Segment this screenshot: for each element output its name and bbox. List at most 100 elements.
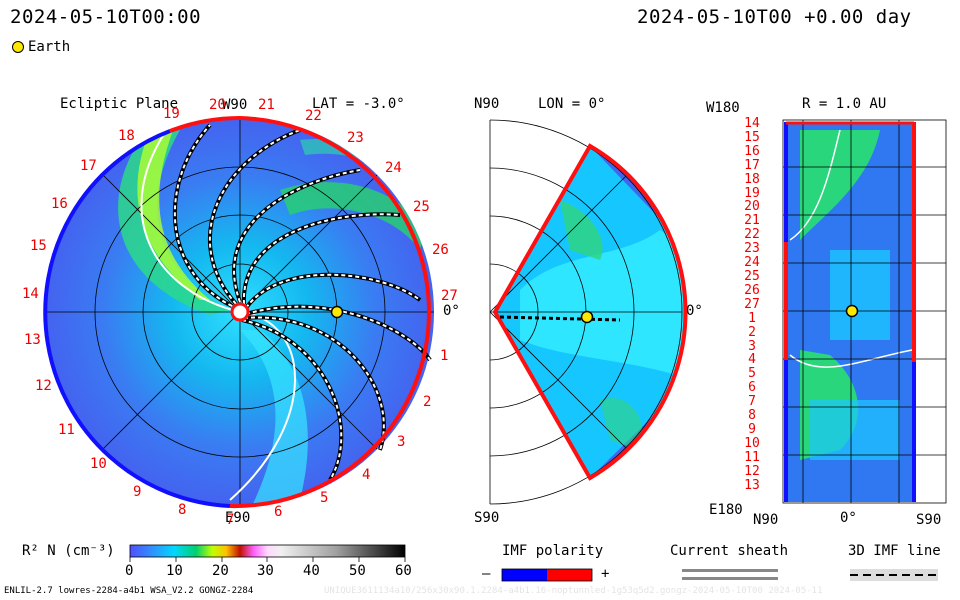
carrington-label: 6 xyxy=(274,504,283,520)
synoptic-row-label: 3 xyxy=(748,338,756,354)
synoptic-row-label: 14 xyxy=(744,116,760,131)
synoptic-row-label: 23 xyxy=(744,241,760,257)
colorbar-tick: 0 xyxy=(125,563,134,579)
carrington-label: 24 xyxy=(385,160,402,176)
synoptic-row-label: 10 xyxy=(744,435,760,451)
imf-plus-label: + xyxy=(601,566,610,582)
synoptic-row-label: 24 xyxy=(744,255,760,271)
carrington-label: 21 xyxy=(258,97,275,113)
imf-positive-swatch xyxy=(547,569,592,581)
synoptic-row-labels: 14 15 16 17 18 19 20 21 22 23 24 25 26 27 1 2 3 4 5 6 7 8 9 10 1… xyxy=(722,117,782,492)
timestamp-right: 2024-05-10T00 +0.00 day xyxy=(637,6,912,28)
synoptic-row-label: 17 xyxy=(744,157,760,173)
earth-marker-meridional xyxy=(580,310,594,324)
earth-icon xyxy=(12,41,24,53)
ecliptic-top-label: W90 xyxy=(222,97,248,113)
colorbar-tick: 30 xyxy=(257,563,274,579)
synoptic-row-label: 20 xyxy=(744,199,760,215)
earth-marker-ecliptic xyxy=(330,305,344,319)
timestamp-left: 2024-05-10T00:00 xyxy=(10,6,202,28)
carrington-label: 14 xyxy=(22,286,39,302)
synoptic-r-label: R = 1.0 AU xyxy=(802,96,887,112)
imf-polarity-label: IMF polarity xyxy=(502,543,604,559)
colorbar-tick: 60 xyxy=(395,563,412,579)
carrington-label: 25 xyxy=(413,199,430,215)
imf-line-swatch xyxy=(850,569,938,581)
synoptic-row-label: 2 xyxy=(748,324,756,340)
current-sheath-label: Current sheath xyxy=(670,543,789,559)
carrington-label: 15 xyxy=(30,238,47,254)
synoptic-row-label: 11 xyxy=(744,449,760,465)
ecliptic-bottom-label: E90 xyxy=(225,510,251,526)
footer-right: UNIQUE3611134a10/256x30x90.1.2284-a4b1.1… xyxy=(324,586,823,596)
carrington-label: 27 xyxy=(441,288,458,304)
current-sheath-swatch xyxy=(682,569,778,580)
synoptic-x-right: S90 xyxy=(916,512,942,528)
carrington-label: 26 xyxy=(432,242,449,258)
carrington-label: 20 xyxy=(209,97,226,113)
synoptic-row-label: 16 xyxy=(744,143,760,159)
synoptic-bottom-left-label: E180 xyxy=(709,502,743,518)
colorbar-tick: 40 xyxy=(303,563,320,579)
carrington-label: 17 xyxy=(80,158,97,174)
carrington-label: 2 xyxy=(423,394,432,410)
carrington-label: 19 xyxy=(163,106,180,122)
carrington-label: 23 xyxy=(347,130,364,146)
earth-marker-synoptic xyxy=(845,304,859,318)
ecliptic-right-label: 0° xyxy=(443,303,460,319)
carrington-label: 8 xyxy=(178,502,187,518)
synoptic-row-label: 1 xyxy=(748,310,756,326)
synoptic-row-label: 19 xyxy=(744,185,760,201)
earth-legend-label: Earth xyxy=(28,39,71,55)
meridional-bottom-label: S90 xyxy=(474,510,500,526)
colorbar xyxy=(129,544,406,558)
carrington-label: 5 xyxy=(320,490,329,506)
imf-line-label: 3D IMF line xyxy=(848,543,941,559)
synoptic-row-label: 7 xyxy=(748,394,756,410)
carrington-label: 12 xyxy=(35,378,52,394)
carrington-label: 4 xyxy=(362,467,371,483)
carrington-label: 10 xyxy=(90,456,107,472)
synoptic-x-mid: 0° xyxy=(840,510,857,526)
carrington-label: 7 xyxy=(226,512,235,528)
carrington-label: 1 xyxy=(440,348,449,364)
synoptic-row-label: 27 xyxy=(744,296,760,312)
synoptic-row-label: 8 xyxy=(748,408,756,424)
synoptic-row-label: 18 xyxy=(744,171,760,187)
carrington-label: 18 xyxy=(118,128,135,144)
synoptic-map-panel xyxy=(782,119,947,504)
synoptic-top-left-label: W180 xyxy=(706,100,740,116)
ecliptic-plane-panel xyxy=(43,115,434,509)
carrington-label: 13 xyxy=(24,332,41,348)
synoptic-row-label: 13 xyxy=(744,477,760,493)
synoptic-row-label: 15 xyxy=(744,129,760,145)
imf-negative-swatch xyxy=(502,569,547,581)
synoptic-row-label: 22 xyxy=(744,227,760,243)
ecliptic-title: Ecliptic Plane xyxy=(60,96,179,112)
synoptic-row-label: 5 xyxy=(748,366,756,382)
meridional-top-label: N90 xyxy=(474,96,500,112)
carrington-label: 11 xyxy=(58,422,75,438)
synoptic-row-label: 4 xyxy=(748,352,756,368)
meridional-plane-panel xyxy=(489,119,688,505)
footer-left: ENLIL-2.7 lowres-2284-a4b1 WSA_V2.2 GONG… xyxy=(4,586,254,596)
synoptic-row-label: 25 xyxy=(744,268,760,284)
synoptic-row-label: 26 xyxy=(744,282,760,298)
synoptic-row-label: 12 xyxy=(744,463,760,479)
carrington-label: 16 xyxy=(51,196,68,212)
synoptic-x-left: N90 xyxy=(753,512,779,528)
synoptic-row-label: 9 xyxy=(748,421,756,437)
colorbar-tick: 50 xyxy=(349,563,366,579)
meridional-right-label: 0° xyxy=(686,303,703,319)
colorbar-tick: 10 xyxy=(166,563,183,579)
synoptic-row-label: 21 xyxy=(744,213,760,229)
synoptic-row-label: 6 xyxy=(748,380,756,396)
carrington-label: 9 xyxy=(133,484,142,500)
earth-legend: Earth xyxy=(12,39,70,55)
ecliptic-lat-label: LAT = -3.0° xyxy=(312,96,405,112)
carrington-label: 3 xyxy=(397,434,406,450)
synoptic-row-labels-list: 14 15 16 17 18 19 20 21 22 23 24 25 26 27 1 2 3 4 5 6 7 8 9 10 1… xyxy=(722,117,782,492)
colorbar-label: R² N (cm⁻³) xyxy=(22,543,115,559)
imf-minus-label: – xyxy=(482,566,491,582)
